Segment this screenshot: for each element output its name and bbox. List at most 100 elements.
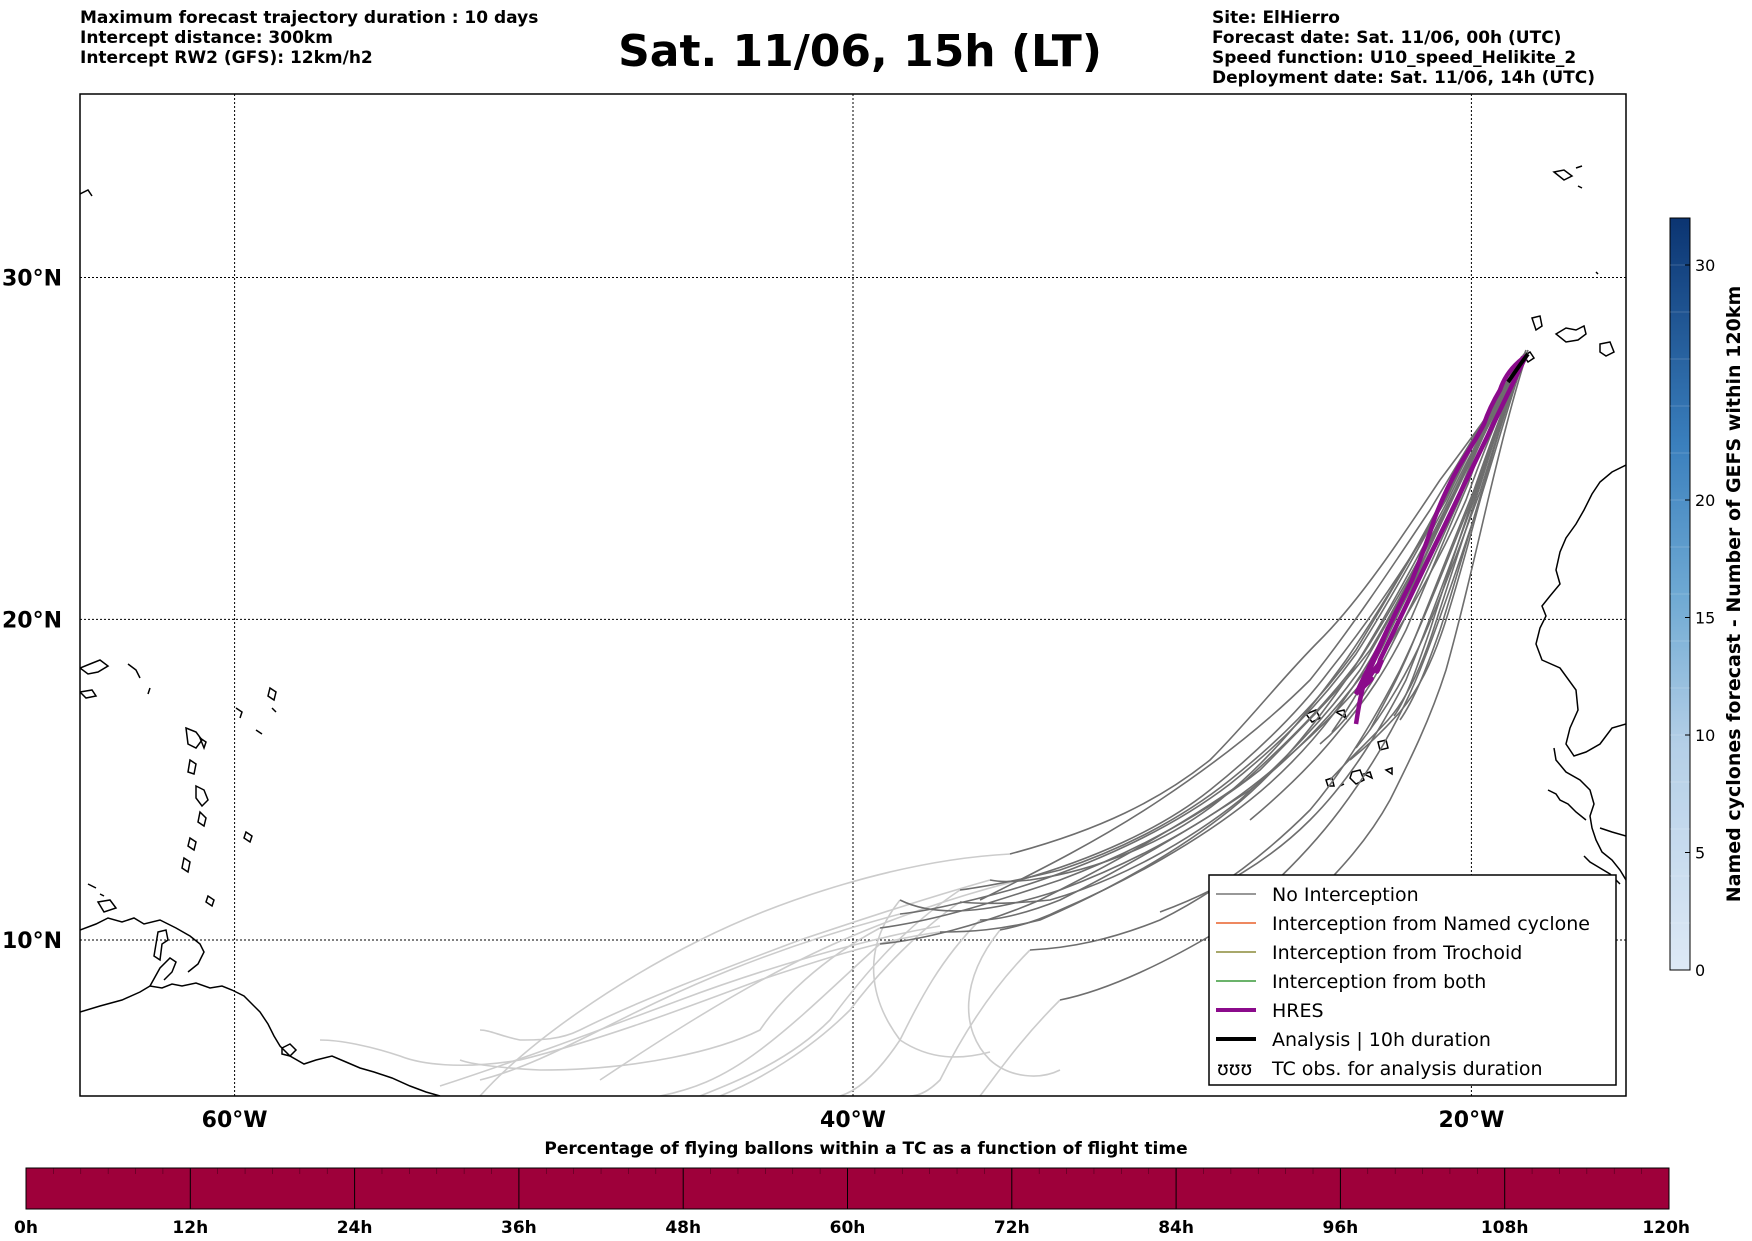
legend-box (1208, 874, 1617, 1086)
header-line-intercept-distance: Intercept distance: 300km (80, 28, 333, 48)
coastline-antilles-5 (197, 810, 207, 828)
header-line-duration: Maximum forecast trajectory duration : 1… (80, 8, 539, 28)
coastline-cape-verde-6 (1362, 771, 1374, 780)
coastline-puerto-rico (80, 689, 98, 699)
coastline-caribbean-north (80, 659, 110, 675)
timebar-tick-4: 48h (665, 1218, 701, 1238)
legend-symbol-tc-obs: ʊʊʊ (1217, 1058, 1252, 1080)
coastline-virgin-islands (127, 663, 151, 695)
latitude-labels: 30°N 20°N 10°N (2, 266, 62, 954)
colorbar-label: Named cyclones forecast - Number of GEFS… (1723, 286, 1745, 903)
legend-label-5: Analysis | 10h duration (1272, 1029, 1491, 1051)
coastline-madeira-3 (1577, 185, 1583, 189)
timebar-tick-0: 0h (14, 1218, 38, 1238)
coastline-madeira (1552, 169, 1574, 181)
coastline-africa-cliff (1599, 827, 1626, 837)
colorbar-tick-0: 0 (1695, 961, 1705, 980)
timebar-tick-8: 96h (1323, 1218, 1359, 1238)
coastline-antilles-14 (271, 707, 277, 713)
legend-item-0: No Interception (1216, 884, 1419, 906)
legend: No Interception Interception from Named c… (1208, 874, 1617, 1086)
coastline-cape-verde-7 (1384, 766, 1393, 776)
header-line-intercept-rw2: Intercept RW2 (GFS): 12km/h2 (80, 48, 373, 68)
legend-item-3: Interception from both (1216, 971, 1486, 993)
coastline-canary-4 (1522, 350, 1536, 364)
colorbar-tick-15: 15 (1695, 609, 1715, 628)
timebar-title: Percentage of flying ballons within a TC… (544, 1139, 1187, 1159)
coastline-canary-1 (1531, 315, 1543, 332)
coastline-cape-verde-3 (1377, 739, 1389, 751)
coastline-africa (1535, 464, 1626, 757)
timebar-tick-6: 72h (994, 1218, 1030, 1238)
legend-item-4: HRES (1216, 1000, 1324, 1022)
longitude-labels: 60°W 40°W 20°W (202, 1108, 1505, 1133)
legend-item-6: ʊʊʊ TC obs. for analysis duration (1217, 1058, 1543, 1080)
coastline-selvagens (1595, 271, 1599, 275)
coastline-antilles-3 (187, 758, 197, 775)
lat-label-1: 20°N (2, 608, 62, 633)
colorbar-tick-20: 20 (1695, 491, 1715, 510)
header-line-speed-function: Speed function: U10_speed_Helikite_2 (1212, 48, 1577, 68)
hres-trajectory-tail (1353, 627, 1391, 725)
lat-label-0: 30°N (2, 266, 62, 291)
legend-label-6: TC obs. for analysis duration (1271, 1058, 1543, 1080)
legend-item-1: Interception from Named cyclone (1216, 913, 1590, 935)
timebar-tick-7: 84h (1158, 1218, 1194, 1238)
trajectories-faded (319, 853, 1061, 1096)
coastline-canary-3 (1599, 341, 1615, 357)
coastline-trinidad (281, 1043, 298, 1057)
header-line-deployment-date: Deployment date: Sat. 11/06, 14h (UTC) (1212, 68, 1596, 88)
timebar-tick-10: 120h (1642, 1218, 1690, 1238)
lat-label-2: 10°N (2, 929, 62, 954)
coastline-bermuda (80, 189, 93, 197)
coastline-antilles-6 (187, 836, 197, 852)
coastline-antilles-2 (198, 736, 207, 751)
coastline-africa-guinea (1547, 789, 1587, 821)
coastline-canary-2 (1554, 324, 1587, 343)
hres-trajectory (1353, 354, 1529, 696)
colorbar-tick-30: 30 (1695, 256, 1715, 275)
header-info-left: Maximum forecast trajectory duration : 1… (80, 8, 538, 68)
coastline-antilles-4 (195, 784, 209, 808)
lon-label-1: 40°W (820, 1108, 886, 1133)
coastline-antilles-8 (205, 894, 215, 908)
colorbar-gradient (1669, 217, 1691, 971)
legend-label-0: No Interception (1272, 884, 1419, 906)
colorbar-tick-5: 5 (1695, 844, 1705, 863)
coastline-antilles-10 (153, 929, 169, 962)
timebar-tick-2: 24h (337, 1218, 373, 1238)
legend-label-2: Interception from Trochoid (1272, 942, 1522, 964)
header-line-site: Site: ElHierro (1212, 8, 1340, 28)
legend-label-1: Interception from Named cyclone (1272, 913, 1590, 935)
coastline-antilles-15 (235, 707, 243, 719)
legend-item-5: Analysis | 10h duration (1216, 1029, 1491, 1051)
legend-label-4: HRES (1272, 1000, 1324, 1022)
coastlines (80, 165, 1626, 1096)
map-frame (79, 93, 1627, 1097)
analysis-trajectory (1506, 352, 1530, 384)
timebar-tick-1: 12h (172, 1218, 208, 1238)
lon-label-0: 60°W (202, 1108, 268, 1133)
coastline-antilles-1 (185, 726, 203, 749)
coastline-colombia-north (80, 917, 205, 973)
colorbar-tick-10: 10 (1695, 726, 1715, 745)
timebar-tick-9: 108h (1481, 1218, 1529, 1238)
coastline-lake-maracaibo (149, 957, 177, 987)
header-line-forecast-date: Forecast date: Sat. 11/06, 00h (UTC) (1212, 28, 1562, 48)
header-info-right: Site: ElHierro Forecast date: Sat. 11/06… (1212, 8, 1595, 88)
coastline-antilles-16 (255, 729, 263, 735)
flight-time-bar: Percentage of flying ballons within a TC… (14, 1139, 1690, 1238)
lon-label-2: 20°W (1438, 1108, 1504, 1133)
legend-item-2: Interception from Trochoid (1216, 942, 1522, 964)
coastline-antilles-7 (181, 856, 191, 874)
coastline-antilles-11 (96, 899, 118, 913)
timebar-tick-3: 36h (501, 1218, 537, 1238)
page-title: Sat. 11/06, 15h (LT) (618, 26, 1102, 77)
coastline-antilles-12 (87, 883, 105, 897)
coastline-antilles-13 (267, 686, 277, 702)
coastline-africa-south (1553, 747, 1626, 881)
coastline-antilles-9 (243, 830, 253, 844)
coastline-south-america (80, 982, 441, 1096)
legend-label-3: Interception from both (1272, 971, 1486, 993)
